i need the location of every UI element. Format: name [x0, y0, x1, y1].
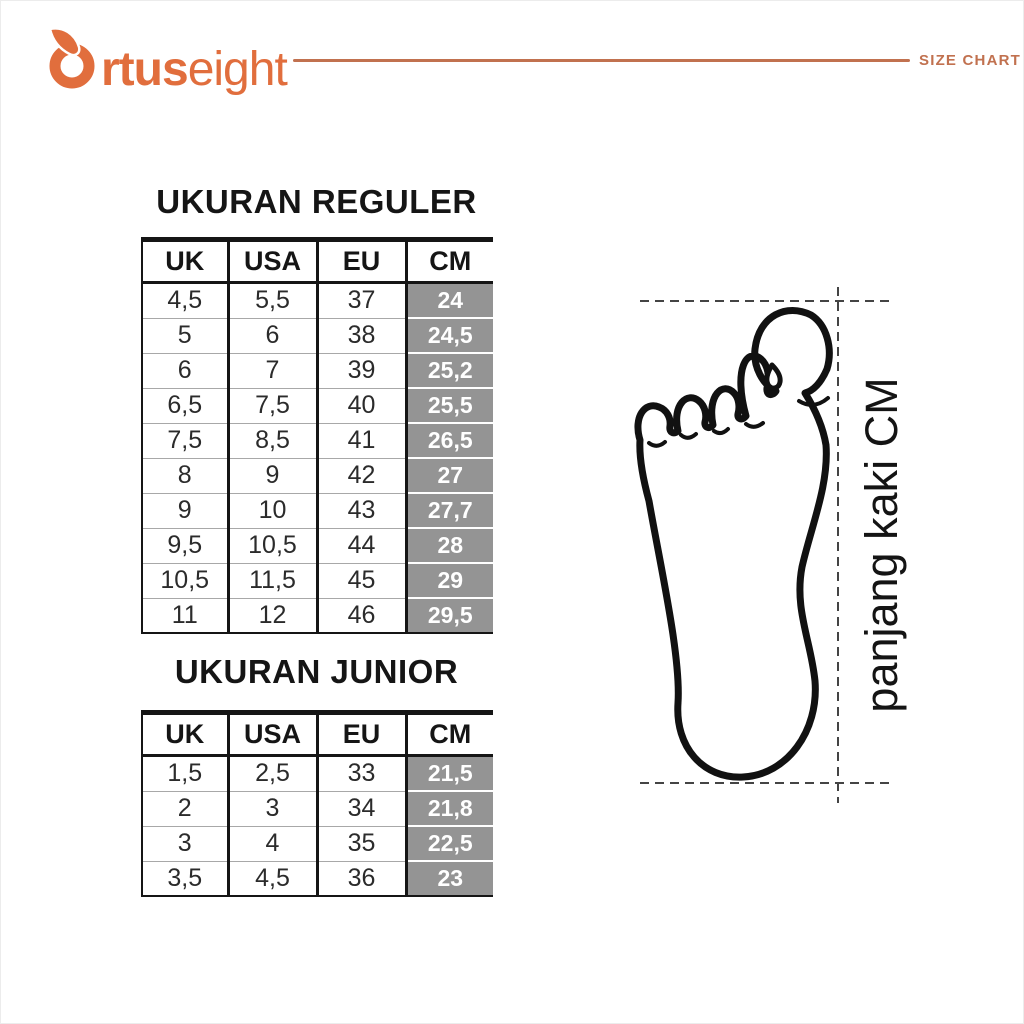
cell-size-value: 33 — [315, 755, 406, 792]
brand-wordmark: rtuseight — [101, 43, 288, 96]
size-chart-label: SIZE CHART — [919, 52, 1021, 69]
size-table-row: 3,5 4,5 36 23 — [142, 861, 493, 896]
brand-wordmark-bold: rtus — [101, 43, 189, 96]
cell-size-value: 10,5 — [226, 528, 317, 564]
cell-size-value: 6 — [226, 318, 317, 354]
cell-size-value: 11,5 — [226, 563, 317, 599]
cell-size-value: 35 — [315, 826, 406, 862]
size-table-row: 8 9 42 27 — [142, 458, 493, 494]
foot-length-label: panjang kaki CM — [856, 377, 907, 713]
cell-size-value: 8,5 — [226, 423, 317, 459]
regular-size-table: UK USA EU CM 4,5 5,5 37 24 5 6 38 24,5 6 7 39 25,2 6,5 7… — [141, 237, 493, 634]
toe-crease-marks — [647, 396, 830, 448]
header-divider-line — [293, 59, 910, 62]
cell-size-value: 2,5 — [226, 755, 317, 792]
brand-wordmark-light: eight — [187, 43, 288, 96]
cell-size-value: 9 — [142, 493, 228, 529]
cell-size-value: 40 — [315, 388, 406, 424]
cell-size-value: 2 — [142, 791, 228, 827]
cell-size-value: 5 — [142, 318, 228, 354]
cell-cm-value: 22,5 — [404, 826, 493, 862]
cell-size-value: 3,5 — [167, 863, 203, 892]
table-header-row: UK USA EU CM — [142, 712, 493, 757]
cell-cm-value: 28 — [404, 528, 493, 564]
size-table-row: 6,5 7,5 40 25,5 — [142, 388, 493, 424]
cell-size-value: 42 — [315, 458, 406, 494]
cell-size-value: 11 — [171, 600, 198, 629]
foot-outline-diagram — [615, 285, 915, 805]
regular-table-title: UKURAN REGULER — [156, 183, 477, 220]
cell-cm-value: 27 — [404, 458, 493, 494]
col-header-uk: UK — [142, 712, 228, 757]
col-header-uk: UK — [142, 239, 228, 284]
cell-size-value: 39 — [315, 353, 406, 389]
cell-size-value: 38 — [315, 318, 406, 354]
size-table-row: 10,5 11,5 45 29 — [142, 563, 493, 599]
size-table-row: 6 7 39 25,2 — [142, 353, 493, 389]
cell-size-value: 5,5 — [226, 282, 317, 319]
cell-size-value: 9,5 — [142, 528, 228, 564]
col-header-eu: EU — [315, 712, 406, 757]
col-header-eu: EU — [315, 239, 406, 284]
cell-size-value: 8 — [142, 458, 228, 494]
cell-size-value: 7,5 — [142, 423, 228, 459]
cell-size-value: 10 — [226, 493, 317, 529]
cell-cm-value: 21,8 — [404, 791, 493, 827]
toe-gap-teardrop — [764, 362, 783, 391]
cell-size-value: 1,5 — [142, 755, 228, 792]
cell-size-value: 4,5 — [226, 861, 317, 896]
size-table-row: 9 10 43 27,7 — [142, 493, 493, 529]
cell-cm-value: 24 — [404, 282, 493, 319]
cell-size-value: 7,5 — [226, 388, 317, 424]
cell-cm-value: 24,5 — [404, 318, 493, 354]
cell-size-value: 3 — [142, 826, 228, 862]
table-header-row: UK USA EU CM — [142, 239, 493, 284]
size-table-row: 1,5 2,5 33 21,5 — [142, 755, 493, 792]
size-table-row: 3 4 35 22,5 — [142, 826, 493, 862]
col-header-cm: CM — [404, 712, 493, 757]
cell-size-value: 45 — [315, 563, 406, 599]
junior-table-title: UKURAN JUNIOR — [174, 653, 459, 690]
cell-size-value: 36 — [315, 861, 406, 896]
cell-cm-value: 29 — [404, 563, 493, 599]
cell-size-value: 12 — [226, 598, 317, 633]
cell-cm-value: 27,7 — [404, 493, 493, 529]
size-table-row: 7,5 8,5 41 26,5 — [142, 423, 493, 459]
cell-size-value: 43 — [315, 493, 406, 529]
cell-cm-value: 25,5 — [404, 388, 493, 424]
size-table-row: 11 12 46 29,5 — [142, 598, 493, 633]
cell-size-value: 46 — [315, 598, 406, 633]
cell-size-value: 44 — [315, 528, 406, 564]
cell-size-value: 6 — [142, 353, 228, 389]
col-header-usa: USA — [226, 712, 317, 757]
cell-size-value: 6,5 — [142, 388, 228, 424]
cell-cm-value: 26,5 — [404, 423, 493, 459]
cell-size-value: 34 — [315, 791, 406, 827]
cell-cm-value: 29,5 — [404, 598, 493, 633]
junior-size-table: UK USA EU CM 1,5 2,5 33 21,5 2 3 34 21,8 3 4 35 22,5 3,… — [141, 710, 493, 897]
cell-cm-value: 23 — [404, 861, 493, 896]
brand-flame-o-icon — [44, 26, 102, 92]
foot-sole-outline — [634, 307, 833, 781]
col-header-usa: USA — [226, 239, 317, 284]
size-table-row: 4,5 5,5 37 24 — [142, 282, 493, 319]
cell-size-value: 10,5 — [142, 563, 228, 599]
size-table-row: 2 3 34 21,8 — [142, 791, 493, 827]
cell-size-value: 7 — [226, 353, 317, 389]
cell-size-value: 37 — [315, 282, 406, 319]
cell-size-value: 9 — [226, 458, 317, 494]
cell-size-value: 4,5 — [142, 282, 228, 319]
cell-cm-value: 21,5 — [404, 755, 493, 792]
cell-size-value: 3 — [226, 791, 317, 827]
cell-size-value: 4 — [226, 826, 317, 862]
cell-cm-value: 25,2 — [404, 353, 493, 389]
size-table-row: 9,5 10,5 44 28 — [142, 528, 493, 564]
col-header-cm: CM — [404, 239, 493, 284]
size-table-row: 5 6 38 24,5 — [142, 318, 493, 354]
cell-size-value: 41 — [315, 423, 406, 459]
